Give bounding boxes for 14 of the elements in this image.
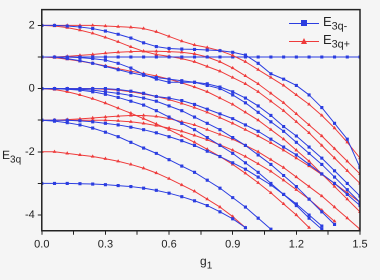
y-axis-title: E$_{3q}$ xyxy=(2,148,22,166)
x-tick-label: 1.2 xyxy=(288,238,304,250)
legend-label: E$_{3q+}$ xyxy=(322,32,350,50)
y-tick-label: 2 xyxy=(28,19,35,32)
y-tick-label: -4 xyxy=(25,209,35,222)
x-tick-label: 1.5 xyxy=(352,238,368,250)
x-tick-label: 0.6 xyxy=(161,238,177,250)
legend-label: E$_{3q-}$ xyxy=(322,14,348,32)
x-tick-label: 0.3 xyxy=(98,238,114,250)
x-tick-label: 0.9 xyxy=(225,238,240,250)
y-tick-label: 0 xyxy=(28,82,35,95)
y-tick-label: -2 xyxy=(25,146,35,158)
x-tick-label: 0.0 xyxy=(34,238,50,250)
x-axis-title: g$_{1}$ xyxy=(200,254,212,272)
